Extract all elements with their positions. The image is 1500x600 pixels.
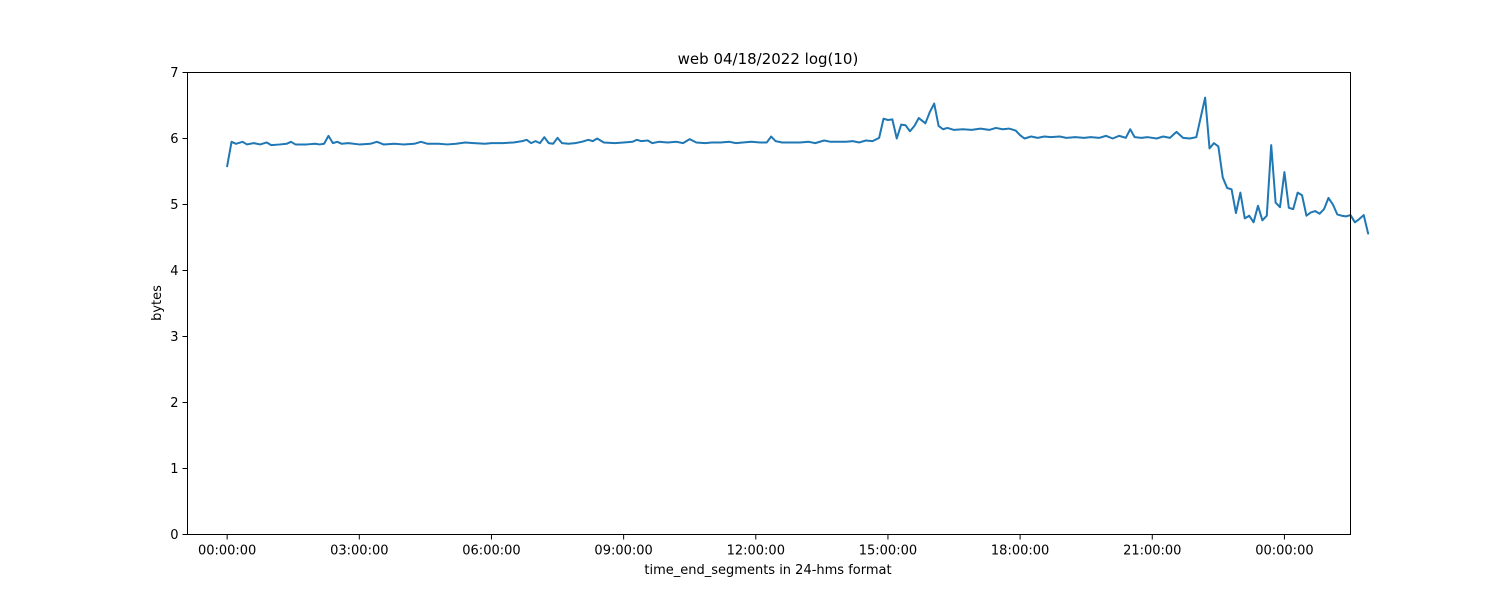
plot-frame bbox=[187, 72, 1351, 535]
y-axis: 0 1 2 3 4 5 6 7 bbox=[170, 66, 188, 543]
chart-title: web 04/18/2022 log(10) bbox=[678, 50, 859, 68]
y-tick-label: 7 bbox=[170, 66, 178, 81]
x-tick-label: 00:00:00 bbox=[198, 544, 256, 559]
x-axis: 00:00:00 03:00:00 06:00:00 09:00:00 12:00:00… bbox=[198, 534, 1314, 559]
y-tick-label: 1 bbox=[170, 462, 178, 477]
y-tick-label: 0 bbox=[170, 528, 178, 543]
x-tick-label: 00:00:00 bbox=[1255, 544, 1313, 559]
plot-area bbox=[226, 96, 1370, 235]
y-tick-label: 2 bbox=[170, 396, 178, 411]
y-tick-label: 5 bbox=[170, 198, 178, 213]
y-tick-label: 4 bbox=[170, 264, 178, 279]
x-tick-label: 12:00:00 bbox=[727, 544, 785, 559]
y-axis-label: bytes bbox=[150, 285, 165, 321]
x-tick-label: 06:00:00 bbox=[462, 544, 520, 559]
x-tick-label: 21:00:00 bbox=[1123, 544, 1181, 559]
x-tick-label: 09:00:00 bbox=[594, 544, 652, 559]
x-tick-label: 15:00:00 bbox=[859, 544, 917, 559]
x-tick-label: 03:00:00 bbox=[330, 544, 388, 559]
x-axis-label: time_end_segments in 24-hms format bbox=[644, 563, 891, 578]
y-tick-label: 6 bbox=[170, 132, 178, 147]
series-line bbox=[226, 96, 1370, 235]
y-tick-label: 3 bbox=[170, 330, 178, 345]
x-tick-label: 18:00:00 bbox=[991, 544, 1049, 559]
